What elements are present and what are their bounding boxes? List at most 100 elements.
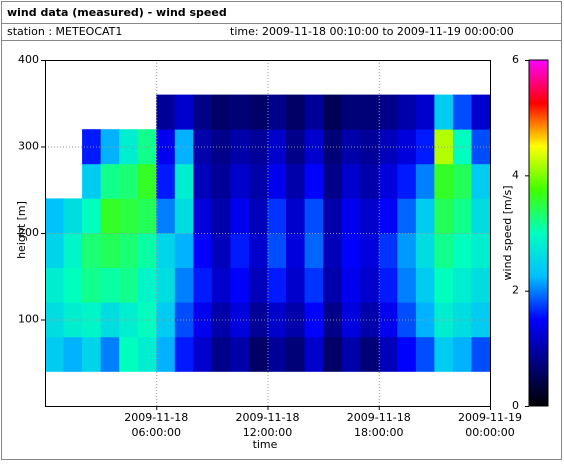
cell — [137, 198, 157, 234]
cell — [82, 233, 102, 268]
cell — [156, 198, 176, 234]
cell — [434, 336, 454, 372]
cell — [267, 233, 287, 268]
y-tick-label: 400 — [18, 53, 39, 66]
cell — [286, 336, 305, 372]
cell — [304, 302, 324, 338]
cell — [471, 198, 491, 234]
cell — [100, 233, 120, 268]
cell — [45, 233, 64, 268]
cell — [304, 94, 324, 130]
cell — [248, 233, 268, 268]
cell — [471, 94, 491, 130]
cell — [119, 302, 139, 338]
cell — [156, 336, 176, 372]
cell — [230, 198, 250, 234]
cell — [100, 129, 120, 165]
cell — [230, 233, 250, 268]
cell — [174, 163, 194, 199]
cell — [45, 267, 64, 303]
y-tick-label: 100 — [18, 313, 39, 326]
x-tick-label: 00:00:00 — [465, 426, 514, 439]
colorbar-tick-label: 6 — [512, 53, 519, 66]
cell — [323, 267, 343, 303]
cell — [137, 336, 157, 372]
cell — [341, 336, 361, 372]
cell — [397, 336, 417, 372]
cell — [211, 163, 231, 199]
cell — [434, 302, 454, 338]
cell — [360, 163, 380, 199]
cell — [471, 267, 491, 303]
cell — [174, 94, 194, 130]
cell — [137, 233, 157, 268]
y-tick-label: 300 — [18, 140, 39, 153]
cell — [323, 302, 343, 338]
cell — [397, 94, 417, 130]
cell — [211, 94, 231, 130]
cell — [100, 198, 120, 234]
cell — [452, 94, 472, 130]
cell — [267, 198, 287, 234]
cell — [45, 336, 64, 372]
cell — [415, 302, 435, 338]
cell — [286, 267, 305, 303]
cell — [82, 129, 102, 165]
cell — [286, 233, 305, 268]
cell — [378, 163, 398, 199]
cell — [267, 94, 287, 130]
cell — [230, 94, 250, 130]
cell — [360, 267, 380, 303]
cell — [415, 94, 435, 130]
cell — [360, 233, 380, 268]
cell — [193, 198, 213, 234]
cell — [119, 233, 139, 268]
cell — [137, 267, 157, 303]
cell — [434, 267, 454, 303]
cell — [471, 233, 491, 268]
cell — [211, 336, 231, 372]
cell — [304, 267, 324, 303]
cell — [360, 198, 380, 234]
cell — [397, 129, 417, 165]
cell — [119, 336, 139, 372]
cell — [193, 94, 213, 130]
x-tick-label: 12:00:00 — [243, 426, 292, 439]
cell — [378, 302, 398, 338]
x-tick-label: 2009-11-18 — [236, 411, 300, 424]
cell — [267, 163, 287, 199]
cell — [286, 302, 305, 338]
x-tick-label: 18:00:00 — [354, 426, 403, 439]
x-tick-label: 06:00:00 — [132, 426, 181, 439]
cell — [378, 94, 398, 130]
cell — [100, 267, 120, 303]
cell — [174, 233, 194, 268]
cell — [434, 129, 454, 165]
cell — [230, 302, 250, 338]
cell — [304, 198, 324, 234]
cell — [452, 163, 472, 199]
cell — [415, 233, 435, 268]
y-tick-label: 200 — [18, 226, 39, 239]
cell — [378, 233, 398, 268]
cell — [119, 129, 139, 165]
cell — [360, 94, 380, 130]
cell — [63, 233, 83, 268]
cell — [434, 94, 454, 130]
cell — [63, 336, 83, 372]
cell — [471, 163, 491, 199]
cell — [341, 94, 361, 130]
cell — [323, 94, 343, 130]
cell — [323, 163, 343, 199]
cell — [119, 198, 139, 234]
cell — [248, 163, 268, 199]
cell — [397, 233, 417, 268]
cell — [230, 267, 250, 303]
colorbar-tick-label: 4 — [512, 168, 519, 181]
cell — [378, 198, 398, 234]
cell — [378, 129, 398, 165]
cell — [397, 302, 417, 338]
cell — [100, 302, 120, 338]
cell — [286, 129, 305, 165]
cell — [397, 267, 417, 303]
